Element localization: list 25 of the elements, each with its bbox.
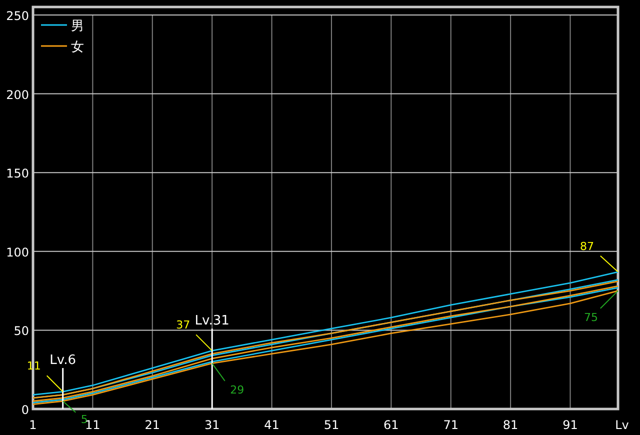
x-tick-label: 81 xyxy=(502,418,518,432)
y-tick-label: 50 xyxy=(14,324,29,338)
x-tick-label: 51 xyxy=(324,418,340,432)
annotation: 87 xyxy=(580,240,594,253)
x-tick-label: 21 xyxy=(144,418,160,432)
y-tick-label: 150 xyxy=(6,166,29,181)
x-tick-label: 71 xyxy=(443,418,458,432)
x-tick-label: 61 xyxy=(384,418,399,432)
ref-line-label: Lv.31 xyxy=(194,314,230,329)
x-tick-label: 1 xyxy=(29,418,37,432)
y-tick-label: 0 xyxy=(21,403,29,417)
legend-label: 女 xyxy=(71,40,84,55)
annotation: 5 xyxy=(80,413,88,426)
annotation: 37 xyxy=(176,318,190,332)
x-axis-title: Lv xyxy=(615,418,629,432)
legend-label: 男 xyxy=(71,19,84,34)
annotation: 75 xyxy=(584,310,598,324)
x-tick-label: 41 xyxy=(264,418,280,432)
y-tick-label: 100 xyxy=(6,245,29,260)
y-tick-label: 250 xyxy=(6,9,29,23)
x-tick-label: 31 xyxy=(204,418,220,432)
annotation: 29 xyxy=(230,383,244,396)
x-tick-label: 91 xyxy=(562,418,578,432)
y-tick-label: 200 xyxy=(6,88,29,102)
ref-line-label: Lv.6 xyxy=(50,353,76,368)
